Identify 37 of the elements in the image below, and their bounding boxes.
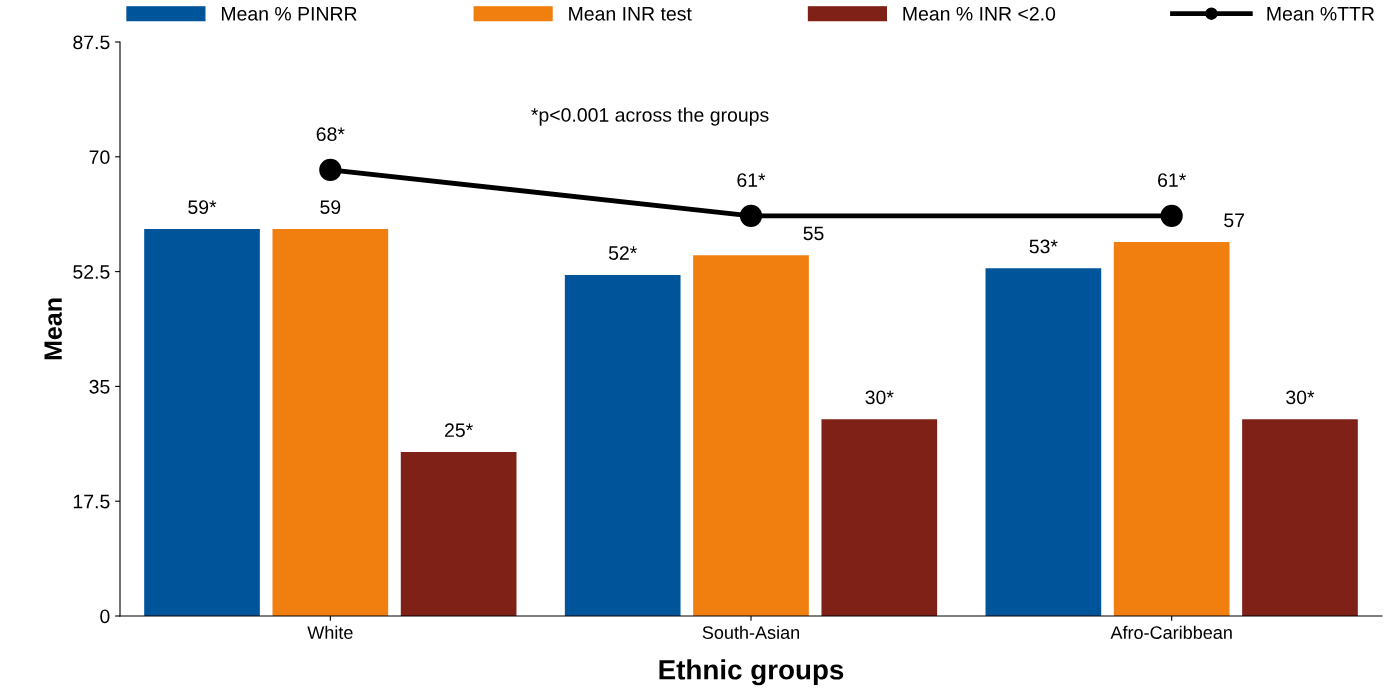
y-tick-label: 0	[100, 609, 110, 624]
data-label: 59*	[188, 200, 217, 215]
y-tick-label: 70	[89, 150, 110, 165]
x-tick-label: Afro-Caribbean	[1110, 625, 1232, 639]
y-tick-label: 17.5	[73, 494, 110, 509]
data-label: 57	[1224, 213, 1245, 228]
data-label: 53*	[1029, 239, 1058, 254]
bar	[1113, 242, 1230, 616]
bar	[821, 419, 938, 616]
data-label: 30*	[865, 390, 894, 405]
bar	[1242, 419, 1358, 616]
bar	[564, 274, 681, 616]
data-label: 25*	[445, 423, 473, 438]
bar	[985, 268, 1102, 616]
bar	[693, 255, 809, 616]
y-tick-label: 52.5	[73, 265, 110, 279]
x-tick-label: South-Asian	[702, 625, 800, 639]
annotation: *p<0.001 across the groups	[531, 107, 769, 126]
bar	[400, 452, 517, 616]
x-axis-title: Ethnic groups	[659, 659, 844, 686]
data-label: 30*	[1286, 390, 1315, 405]
legend-label: Mean % PINRR	[221, 6, 357, 21]
bar	[272, 228, 389, 616]
data-label: 61*	[737, 173, 766, 187]
legend-label: Mean % INR <2.0	[903, 6, 1056, 21]
bar	[144, 228, 260, 616]
legend-label: Mean %TTR	[1267, 6, 1375, 21]
y-tick-label: 35	[89, 379, 110, 394]
data-label: 61*	[1158, 173, 1186, 187]
data-label: 68*	[316, 127, 345, 142]
y-axis-title: Mean	[44, 298, 62, 360]
y-tick-label: 87.5	[73, 35, 110, 50]
x-tick-label: White	[307, 625, 353, 639]
data-label: 59	[320, 200, 341, 215]
data-label: 55	[803, 226, 824, 241]
legend-label: Mean INR test	[569, 7, 692, 21]
data-label: 52*	[608, 246, 637, 260]
